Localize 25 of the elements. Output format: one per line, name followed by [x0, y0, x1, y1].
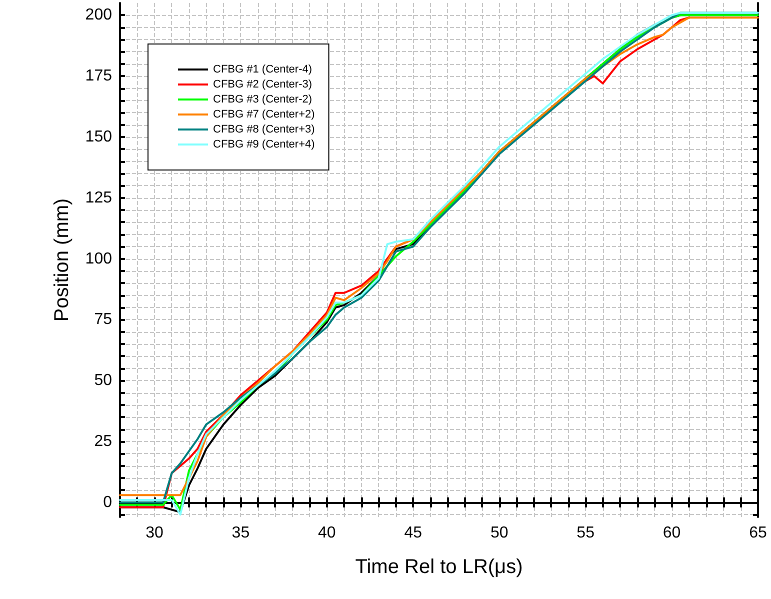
- y-tick-label: 150: [85, 128, 112, 146]
- y-tick-label: 175: [85, 68, 112, 85]
- y-tick-label: 0: [103, 494, 112, 511]
- y-tick-label: 50: [94, 372, 112, 390]
- y-tick-label: 75: [94, 311, 112, 328]
- x-tick-label: 40: [318, 524, 336, 542]
- legend-label: CFBG #8 (Center+3): [213, 124, 315, 136]
- x-tick-label: 50: [490, 524, 508, 542]
- x-tick-label: 65: [749, 524, 767, 542]
- x-tick-label: 30: [146, 524, 164, 542]
- legend-label: CFBG #7 (Center+2): [213, 108, 315, 120]
- legend-label: CFBG #2 (Center-3): [213, 78, 312, 90]
- y-tick-label: 100: [85, 250, 112, 268]
- legend-label: CFBG #1 (Center-4): [213, 64, 312, 76]
- y-axis-title: Position (mm): [51, 198, 73, 322]
- x-axis-title: Time Rel to LR(μs): [355, 556, 523, 578]
- x-tick-label: 60: [662, 524, 681, 542]
- x-tick-label: 35: [232, 524, 250, 542]
- legend-label: CFBG #3 (Center-2): [213, 94, 312, 106]
- x-tick-label: 45: [404, 524, 422, 542]
- x-tick-label: 55: [576, 524, 595, 542]
- y-tick-label: 125: [85, 189, 112, 206]
- y-tick-label: 25: [94, 432, 112, 450]
- legend-label: CFBG #9 (Center+4): [213, 138, 315, 150]
- y-tick-label: 200: [85, 6, 112, 24]
